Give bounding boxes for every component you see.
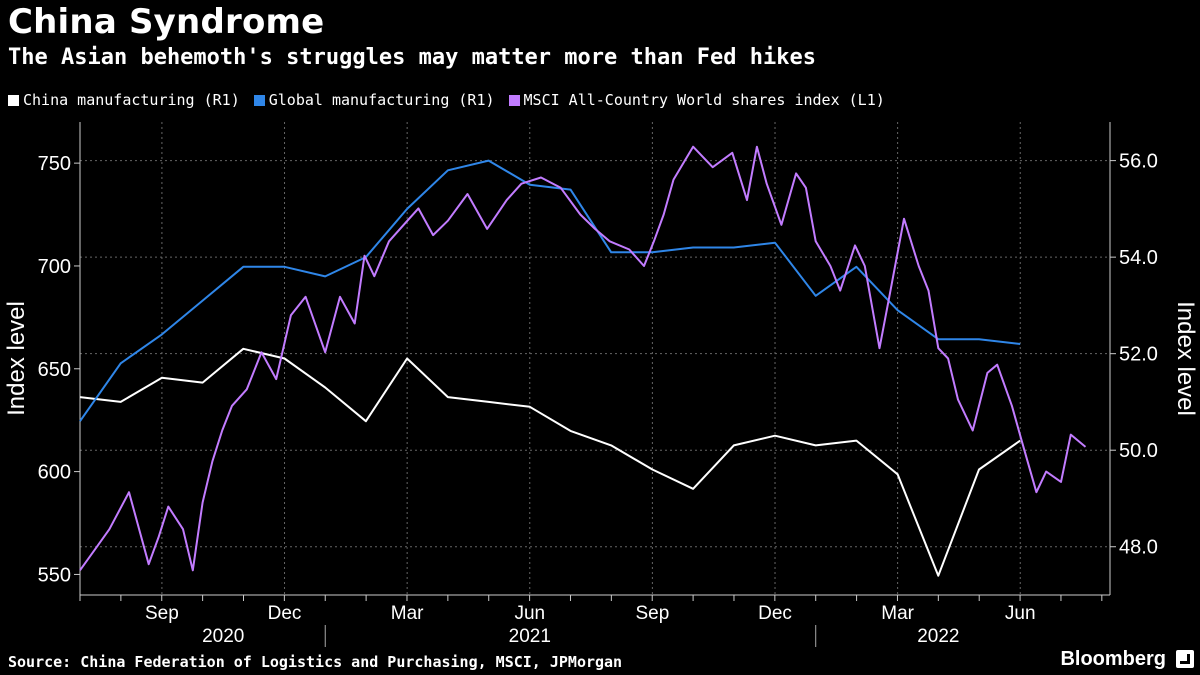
right-axis-tick-label: 54.0: [1119, 247, 1158, 269]
left-axis-tick-label: 650: [38, 359, 71, 381]
legend-item-china: China manufacturing (R1): [8, 91, 240, 109]
axes: [74, 122, 1116, 647]
legend: China manufacturing (R1) Global manufact…: [8, 91, 885, 109]
legend-swatch-msci: [508, 94, 520, 106]
chart-title: China Syndrome: [8, 2, 325, 42]
right-axis-tick-label: 56.0: [1119, 151, 1158, 173]
legend-label-msci: MSCI All-Country World shares index (L1): [523, 91, 885, 109]
left-axis-tick-label: 550: [38, 564, 71, 586]
x-tick-label: Dec: [268, 603, 302, 624]
legend-label-china: China manufacturing (R1): [23, 91, 240, 109]
right-axis-tick-label: 50.0: [1119, 440, 1158, 462]
bloomberg-logo: Bloomberg: [1060, 648, 1166, 670]
x-year-label: 2021: [509, 626, 551, 647]
x-tick-label: Jun: [514, 603, 545, 624]
left-axis-tick-label: 750: [38, 153, 71, 175]
legend-label-global: Global manufacturing (R1): [268, 91, 495, 109]
legend-item-msci: MSCI All-Country World shares index (L1): [508, 91, 885, 109]
x-year-label: 2020: [202, 626, 244, 647]
left-axis-title: Index level: [3, 301, 30, 416]
x-tick-label: Sep: [145, 603, 179, 624]
series-line-msci: [79, 145, 1087, 572]
series-lines: [79, 145, 1087, 577]
right-axis-tick-label: 52.0: [1119, 344, 1158, 366]
series-line-global: [79, 159, 1021, 422]
gridlines: [80, 122, 1110, 595]
right-axis-title: Index level: [1172, 301, 1199, 416]
left-axis-tick-label: 700: [38, 256, 71, 278]
left-axis-tick-label: 600: [38, 462, 71, 484]
bloomberg-terminal-icon: [1176, 650, 1194, 668]
legend-swatch-global: [253, 94, 265, 106]
x-tick-label: Mar: [391, 603, 424, 624]
x-year-label: 2022: [917, 626, 959, 647]
x-tick-label: Sep: [635, 603, 669, 624]
x-tick-label: Mar: [881, 603, 914, 624]
chart-subtitle: The Asian behemoth's struggles may matte…: [8, 45, 816, 70]
legend-swatch-china: [8, 94, 19, 106]
axis-labels: 550 600 650 700 750 48.0 50.0 52.0 54.0 56.0 Sep De…: [3, 151, 1199, 647]
right-axis-tick-label: 48.0: [1119, 537, 1158, 559]
x-tick-label: Jun: [1005, 603, 1036, 624]
legend-item-global: Global manufacturing (R1): [253, 91, 495, 109]
source-note: Source: China Federation of Logistics an…: [8, 653, 623, 671]
x-tick-label: Dec: [758, 603, 792, 624]
series-line-china: [79, 347, 1021, 577]
